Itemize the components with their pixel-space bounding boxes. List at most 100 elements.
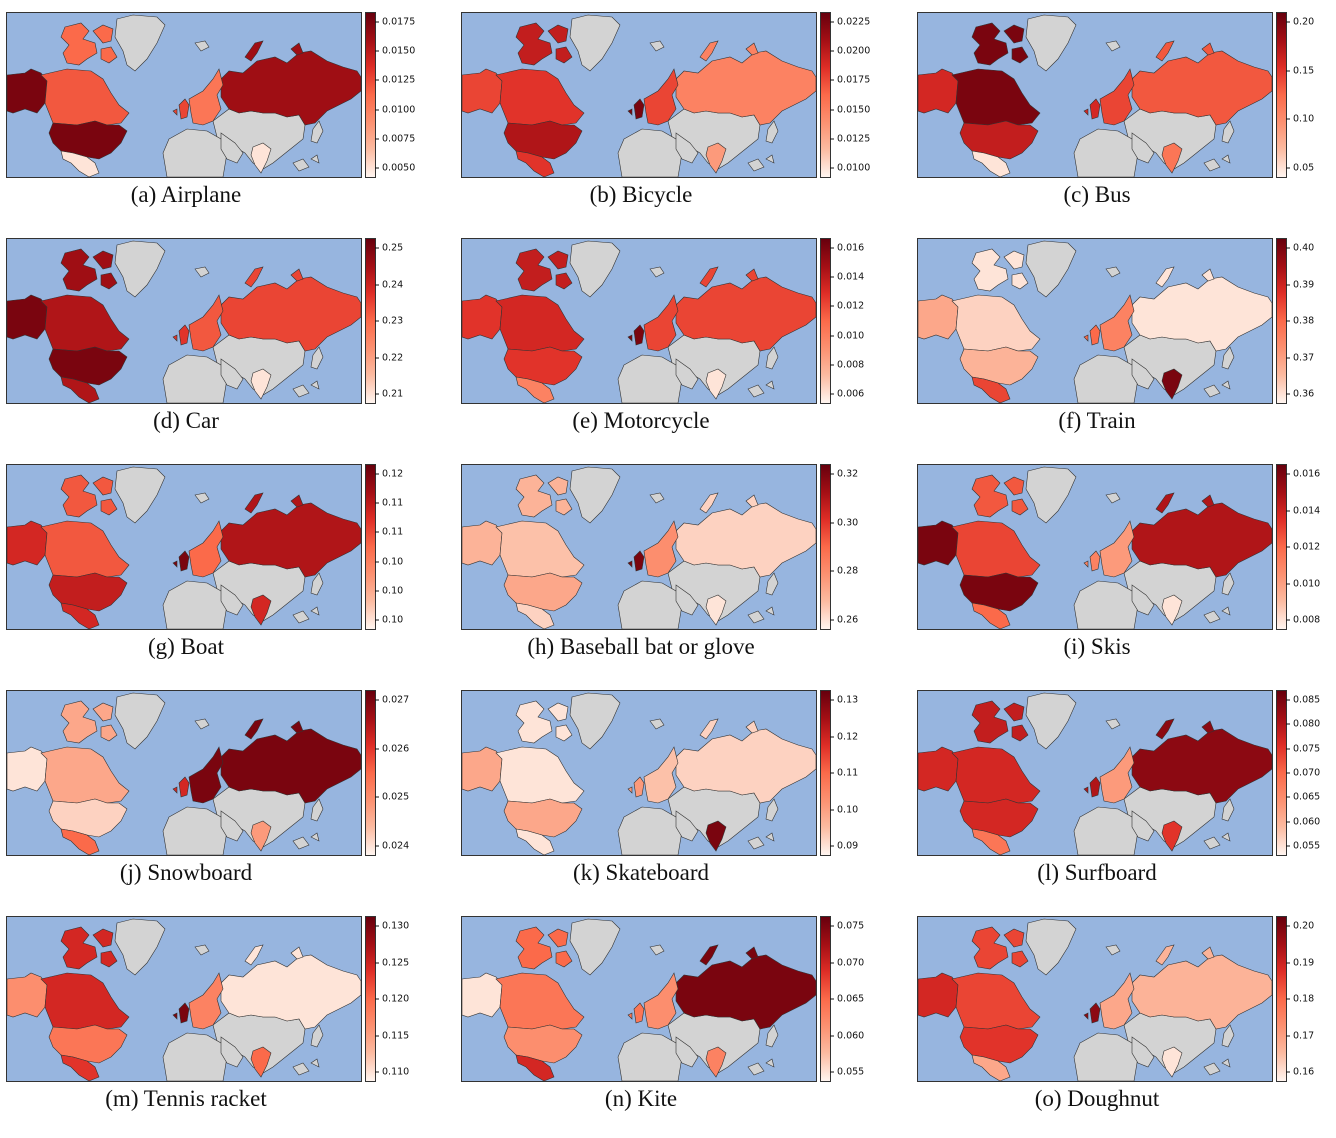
russia-region — [1131, 728, 1272, 804]
alaska-region — [7, 68, 48, 114]
colorbar-tick-label: 0.070 — [1286, 768, 1320, 779]
arctic-islands-region — [971, 22, 1029, 66]
colorbar-tick-label: 0.026 — [375, 743, 409, 754]
russia-region — [675, 276, 816, 352]
map-svg — [918, 13, 1272, 177]
middle-east-region — [675, 1036, 699, 1068]
colorbar-tick-label: 0.0200 — [830, 46, 870, 57]
india-region — [1161, 1046, 1183, 1078]
colorbar-tick-label: 0.055 — [1286, 841, 1320, 852]
colorbar-tick-label: 0.23 — [375, 316, 403, 327]
colorbar-tick-label: 0.012 — [1286, 542, 1320, 553]
mexico-region — [515, 150, 555, 177]
mexico-region — [60, 150, 100, 177]
canada-region — [40, 972, 130, 1030]
colorbar — [365, 12, 376, 178]
colorbar-tick-label: 0.32 — [830, 469, 858, 480]
iceland-region — [649, 718, 665, 730]
middle-east-region — [220, 584, 244, 616]
usa-region — [48, 120, 128, 160]
middle-east-region — [220, 810, 244, 842]
mexico-region — [60, 1054, 100, 1081]
map-panel: 0.0225 0.0200 0.0175 0.0150 0.0125 0.0100 (b) … — [455, 0, 900, 226]
map-svg — [918, 691, 1272, 855]
usa-region — [503, 346, 583, 386]
map-panel: 0.25 0.24 0.23 0.22 0.21 (d) Car — [0, 226, 445, 452]
map-svg — [918, 917, 1272, 1081]
colorbar-ticks: 0.20 0.19 0.18 0.17 0.16 — [1286, 916, 1336, 1082]
colorbar — [365, 464, 376, 630]
map-svg — [462, 13, 816, 177]
india-region — [250, 1046, 272, 1078]
colorbar-tick-label: 0.125 — [375, 957, 409, 968]
uk-region — [1083, 1002, 1101, 1024]
india-region — [705, 142, 727, 174]
arctic-islands-region — [971, 926, 1029, 970]
alaska-region — [462, 68, 503, 114]
russia-region — [220, 50, 361, 126]
colorbar-tick-label: 0.0225 — [830, 17, 870, 28]
colorbar-tick-label: 0.012 — [830, 301, 864, 312]
europe-region — [1099, 520, 1135, 578]
greenland-region — [569, 918, 621, 976]
colorbar-ticks: 0.13 0.12 0.11 0.10 0.09 — [830, 690, 890, 856]
colorbar-tick-label: 0.12 — [830, 731, 858, 742]
islands-region — [292, 380, 320, 398]
colorbar-tick-label: 0.110 — [375, 1067, 409, 1078]
europe-region — [1099, 294, 1135, 352]
mexico-region — [971, 1054, 1011, 1081]
iceland-region — [1105, 944, 1121, 956]
japan-region — [310, 120, 324, 144]
russia-islands-region — [244, 492, 304, 514]
usa-region — [959, 1024, 1039, 1064]
panel-caption: (f) Train — [1058, 408, 1136, 433]
colorbar — [365, 690, 376, 856]
greenland-region — [569, 692, 621, 750]
uk-region — [627, 776, 645, 798]
middle-east-region — [220, 1036, 244, 1068]
uk-region — [172, 98, 190, 120]
colorbar-tick-label: 0.010 — [1286, 578, 1320, 589]
panel-caption: (g) Boat — [147, 634, 224, 659]
uk-region — [1083, 98, 1101, 120]
colorbar-tick-label: 0.0100 — [375, 104, 415, 115]
colorbar-tick-label: 0.11 — [375, 498, 403, 509]
india-region — [250, 594, 272, 626]
colorbar-tick-label: 0.24 — [375, 279, 403, 290]
japan-region — [765, 1024, 779, 1048]
colorbar-tick-label: 0.130 — [375, 921, 409, 932]
colorbar-ticks: 0.016 0.014 0.012 0.010 0.008 0.006 — [830, 238, 890, 404]
colorbar-tick-label: 0.0175 — [830, 75, 870, 86]
alaska-region — [918, 520, 959, 566]
arctic-islands-region — [60, 22, 118, 66]
panel-caption: (o) Doughnut — [1034, 1086, 1160, 1111]
arctic-islands-region — [515, 926, 573, 970]
colorbar-ticks: 0.027 0.026 0.025 0.024 — [375, 690, 435, 856]
arctic-islands-region — [60, 700, 118, 744]
islands-region — [292, 606, 320, 624]
mexico-region — [971, 828, 1011, 855]
colorbar-tick-label: 0.05 — [1286, 163, 1314, 174]
india-region — [1161, 594, 1183, 626]
colorbar-tick-label: 0.19 — [1286, 957, 1314, 968]
europe-region — [1099, 68, 1135, 126]
japan-region — [1221, 798, 1235, 822]
canada-region — [40, 746, 130, 804]
india-region — [250, 368, 272, 400]
russia-region — [1131, 276, 1272, 352]
uk-region — [1083, 776, 1101, 798]
colorbar-tick-label: 0.0150 — [830, 104, 870, 115]
islands-region — [1203, 832, 1231, 850]
colorbar — [820, 12, 831, 178]
colorbar-ticks: 0.075 0.070 0.065 0.060 0.055 — [830, 916, 890, 1082]
middle-east-region — [675, 584, 699, 616]
colorbar-tick-label: 0.115 — [375, 1030, 409, 1041]
uk-region — [627, 1002, 645, 1024]
europe-region — [188, 520, 224, 578]
greenland-region — [1025, 240, 1077, 298]
middle-east-region — [220, 132, 244, 164]
map-panel: 0.016 0.014 0.012 0.010 0.008 (i) Skis — [911, 452, 1336, 678]
map-panel: 0.016 0.014 0.012 0.010 0.008 0.006 (e) Motorc… — [455, 226, 900, 452]
arctic-islands-region — [60, 474, 118, 518]
arctic-islands-region — [971, 248, 1029, 292]
